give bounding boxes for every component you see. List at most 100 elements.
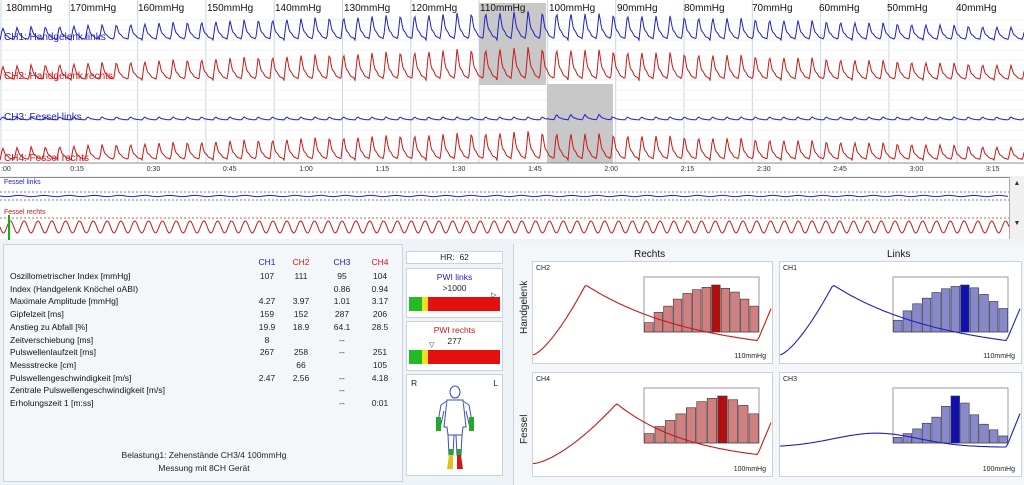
pressure-label: 70mmHg [752,3,793,14]
time-axis: :00 0:15 0:30 0:45 1:00 1:15 1:30 1:45 2:00 2:15 2… [0,163,1024,176]
pulse-curve [780,284,1021,356]
histogram-bar [921,422,932,444]
histogram-bar [989,301,999,333]
histogram-bar [706,398,717,444]
time-label: 1:15 [375,166,390,173]
row-title-handgelenk: Handgelenk [519,280,530,334]
time-label: 3:15 [985,166,1000,173]
waveform-trace [0,113,1024,121]
scroll-up-icon[interactable]: ▲ [1013,180,1021,187]
table-cell: 66 [296,359,306,370]
table-cell: 111 [294,271,308,281]
waveform-area[interactable]: 180mmHg 170mmHg 160mmHg 150mmHg 140mmHg 130mm… [0,0,1024,176]
table-cell: 251 [372,347,388,358]
pulse-curve [533,403,772,465]
waveform-trace [0,131,1024,162]
graph-panel-ch1[interactable]: CH1 110mmHg [779,261,1022,364]
table-cell: -- [339,347,345,358]
histogram-bar [644,322,654,333]
table-row-label: Zeitverschiebung [ms] [10,334,94,345]
graph-pressure-ch2: 110mmHg [734,353,766,360]
table-cell: 95 [337,271,347,281]
body-right-label: R [411,378,418,388]
table-cell: 258 [293,347,309,358]
device-info: Messung mit 8CH Gerät [158,463,250,473]
time-label: 0:15 [70,166,84,173]
waveform-canvas[interactable] [0,0,1024,176]
histogram-bar [912,303,922,333]
histogram-bar [989,429,999,444]
heart-rate-box: HR: 62 [406,251,503,264]
table-cell: 152 [293,309,309,320]
histogram-bar [931,416,941,444]
histogram-bar [893,319,903,333]
table-cell: -- [339,372,345,383]
histogram-bar [748,413,759,444]
pwi-rechts-title: PWI rechts [433,325,476,335]
table-cell: 1.01 [333,296,351,307]
pwi-links-value: >1000 [442,283,467,293]
histogram-bar [686,407,697,444]
time-label: 2:15 [680,166,695,173]
histogram-bar [969,287,980,333]
table-row-label: Pulswellenlaufzeit [ms] [10,347,96,358]
time-label: 1:00 [299,166,313,173]
histogram-bar [727,399,738,444]
histogram-bar [675,413,686,444]
pulse-graph-ch1[interactable] [780,262,1021,363]
pulse-graph-ch2[interactable] [533,262,772,363]
histogram-bar [711,284,721,333]
pulse-graph-ch3[interactable] [780,373,1021,476]
table-cell: 159 [259,309,275,320]
time-label: :00 [1,166,11,173]
overview-canvas[interactable] [0,178,1009,240]
pwi-rechts-marker-icon: ▽ [429,342,435,349]
time-label: 0:30 [146,166,161,173]
histogram-bar [654,426,665,444]
table-cell: 105 [372,359,388,370]
col-header-ch3: CH3 [333,257,351,267]
overview-label-bottom: Fessel rechts [4,209,46,216]
table-cell: -- [339,385,345,396]
time-label: 2:00 [604,166,619,173]
waveform-trace [0,11,1024,42]
table-row-label: Gipfelzeit [ms] [10,309,64,320]
table-cell: 4.18 [371,372,389,383]
col-header-ch4: CH4 [371,257,389,267]
histogram-bar [701,287,711,333]
pressure-label: 130mmHg [344,3,391,14]
time-label: 2:45 [833,166,847,173]
graph-panel-ch2[interactable]: CH2 110mmHg [532,261,773,364]
histogram-bar [969,414,980,444]
pressure-label: 50mmHg [887,3,928,14]
pressure-label: 40mmHg [956,3,997,14]
histogram-bar [979,294,989,333]
table-cell: 107 [259,271,275,281]
graph-pressure-ch3: 100mmHg [982,466,1015,473]
pressure-label: 110mmHg [480,3,526,14]
scroll-down-icon[interactable]: ▼ [1013,220,1021,227]
histogram-bar [921,297,932,333]
graph-panel-ch4[interactable]: CH4 100mmHg [532,372,773,477]
histogram-bar [665,420,676,444]
pwi-links-title: PWI links [436,272,473,282]
table-cell: 2.56 [292,372,310,383]
graph-tag-ch1: CH1 [783,265,798,272]
heart-rate-value: 62 [459,252,469,262]
table-cell: 104 [372,271,388,281]
vertical-scrollbar[interactable]: ▲ ▼ [1009,177,1024,239]
pulse-graph-ch4[interactable] [533,373,772,476]
pulse-analysis-area: Rechts Links Handgelenk Fessel CH2 110mm… [513,244,1024,485]
table-row-label: Maximale Amplitude [mmHg] [10,296,119,307]
overview-strip[interactable]: Fessel links Fessel rechts [0,177,1009,240]
histogram-bar [998,308,1008,333]
graph-panel-ch3[interactable]: CH3 100mmHg [779,372,1022,477]
histogram-bar [950,286,960,333]
table-row-label: Zentrale Pulswellengeschwindigkeit [m/s] [10,385,165,396]
table-row-label: Pulswellengeschwindigkeit [m/s] [10,372,132,383]
pwi-rechts-value: 277 [447,336,462,346]
pressure-label: 150mmHg [207,3,254,14]
histogram-bar [941,406,951,444]
histogram-bar [902,433,912,444]
histogram-bar [696,401,707,444]
